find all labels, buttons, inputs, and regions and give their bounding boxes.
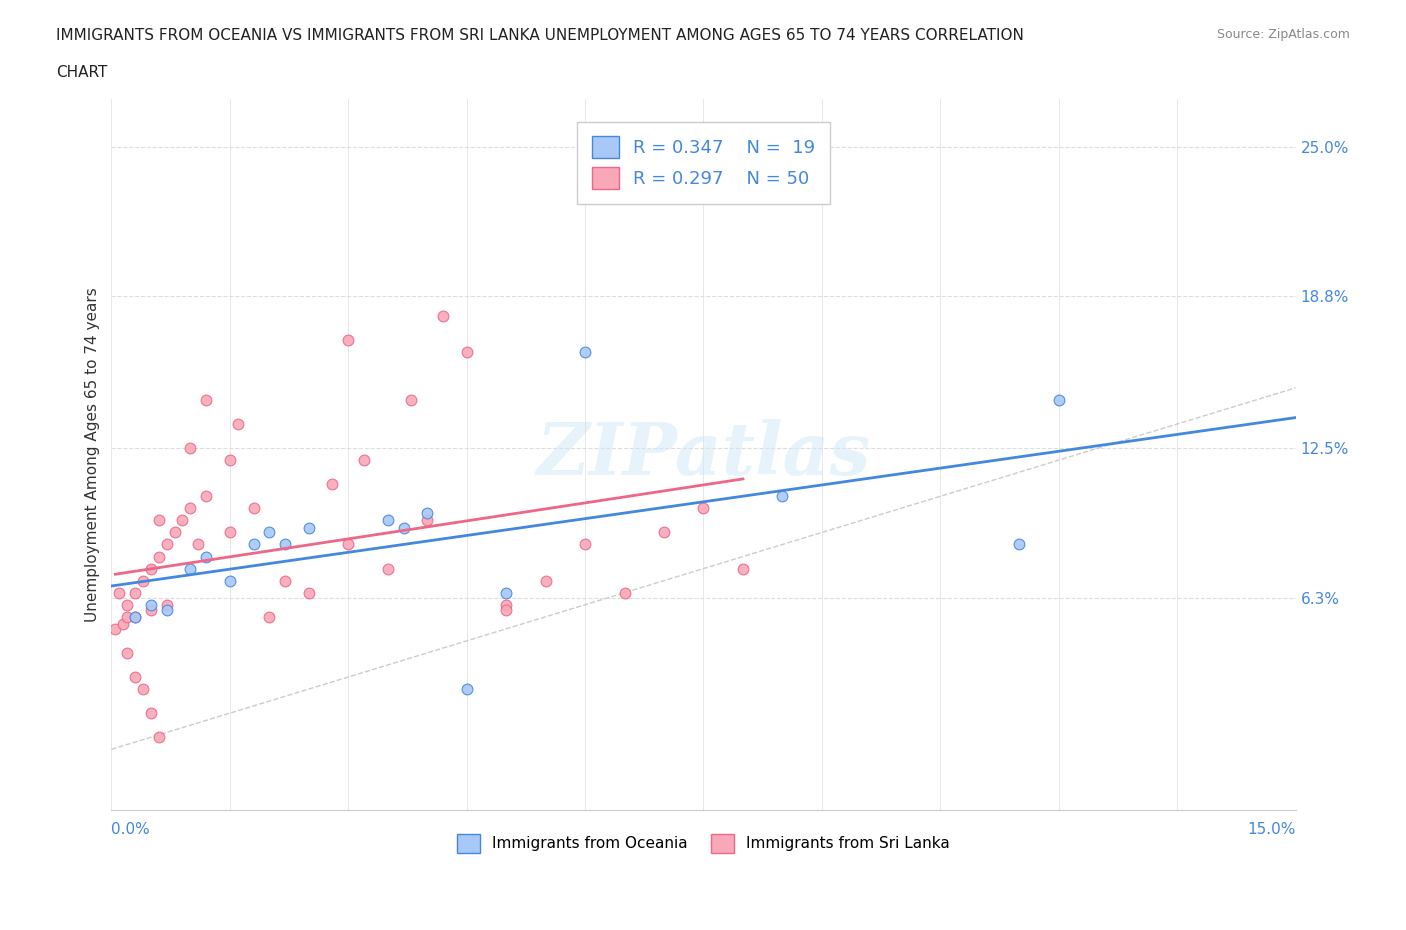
Point [377,561,399,576]
Point [124,670,146,684]
Point [534,573,557,588]
Point [416,506,439,521]
Point [416,513,439,528]
Point [179,501,201,516]
Point [124,609,146,624]
Point [298,520,321,535]
Y-axis label: Unemployment Among Ages 65 to 74 years: Unemployment Among Ages 65 to 74 years [86,286,100,621]
Point [337,537,360,551]
Point [139,597,162,612]
Point [242,501,264,516]
Point [226,417,249,432]
Point [195,549,218,564]
Point [218,453,240,468]
Point [124,609,146,624]
Point [187,537,209,551]
Point [456,344,478,359]
Point [1047,392,1070,407]
Point [156,537,179,551]
Point [124,585,146,600]
Point [172,513,194,528]
Point [115,597,138,612]
Point [156,597,179,612]
Point [772,489,794,504]
Point [392,520,415,535]
Point [574,344,596,359]
Point [401,392,423,407]
Point [163,525,186,540]
Legend: Immigrants from Oceania, Immigrants from Sri Lanka: Immigrants from Oceania, Immigrants from… [451,828,956,858]
Point [337,332,360,347]
Point [574,537,596,551]
Point [139,706,162,721]
Point [652,525,675,540]
Point [139,561,162,576]
Point [259,609,281,624]
Point [115,645,138,660]
Point [218,573,240,588]
Point [108,585,131,600]
Point [179,441,201,456]
Point [432,308,454,323]
Point [1008,537,1031,551]
Point [274,537,297,551]
Point [132,573,155,588]
Point [456,682,478,697]
Point [148,730,170,745]
Point [495,597,517,612]
Point [195,489,218,504]
Point [495,585,517,600]
Point [132,682,155,697]
Point [242,537,264,551]
Point [298,585,321,600]
Point [218,525,240,540]
Point [274,573,297,588]
Point [321,477,343,492]
Point [259,525,281,540]
Text: IMMIGRANTS FROM OCEANIA VS IMMIGRANTS FROM SRI LANKA UNEMPLOYMENT AMONG AGES 65 : IMMIGRANTS FROM OCEANIA VS IMMIGRANTS FR… [56,28,1024,43]
Point [112,617,135,631]
Point [148,513,170,528]
Point [156,602,179,617]
Point [115,609,138,624]
Point [179,561,201,576]
Point [195,392,218,407]
Text: CHART: CHART [56,65,108,80]
Point [731,561,754,576]
Point [692,501,714,516]
Point [148,549,170,564]
Text: ZIPatlas: ZIPatlas [537,418,870,489]
Point [104,621,127,636]
Point [353,453,375,468]
Text: 0.0%: 0.0% [111,821,150,837]
Text: 15.0%: 15.0% [1247,821,1295,837]
Point [613,585,636,600]
Point [495,602,517,617]
Point [139,602,162,617]
Text: Source: ZipAtlas.com: Source: ZipAtlas.com [1216,28,1350,41]
Point [377,513,399,528]
